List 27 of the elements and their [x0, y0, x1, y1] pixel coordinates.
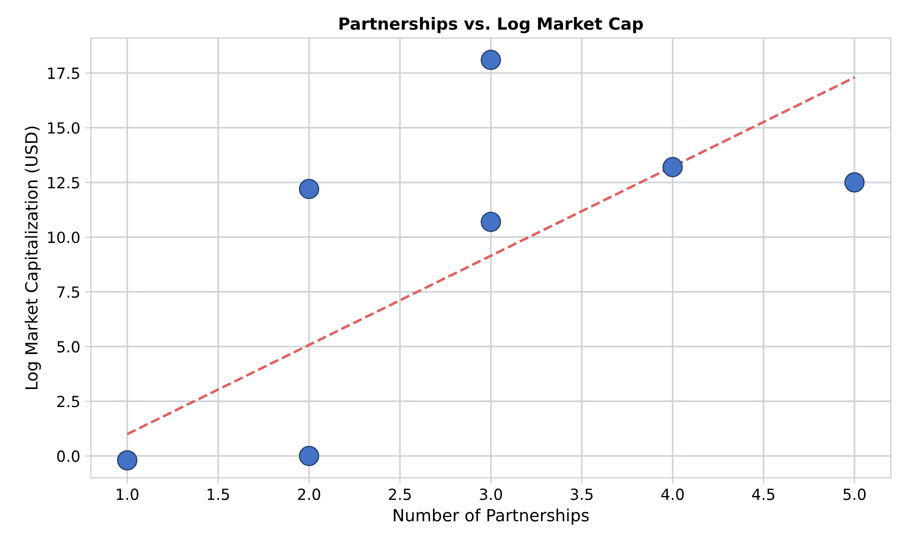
point	[480, 50, 501, 70]
x-tick-label: 4.0	[661, 488, 684, 500]
y-tick-label: 15.0	[48, 122, 80, 134]
x-tick-label: 1.5	[208, 488, 229, 500]
x-axis-title: Number of Partnerships	[394, 508, 589, 525]
x-tick-label: 3.5	[570, 488, 593, 500]
y-tick-label: 10.0	[48, 232, 80, 244]
y-axis-title: Log Market Capitalization (USD)	[24, 126, 41, 390]
x-tick-label: 1.0	[116, 488, 138, 500]
x-tick-label: 2.0	[298, 488, 320, 500]
y-tick-label: 12.5	[48, 176, 80, 188]
y-tick-label: 17.5	[48, 68, 80, 80]
y-tick-label: 5.0	[57, 341, 80, 353]
point	[662, 156, 683, 178]
x-tick-label: 4.5	[752, 488, 774, 500]
point	[844, 172, 865, 193]
x-tick-label: 3.0	[480, 488, 502, 500]
point	[298, 178, 320, 200]
point	[480, 212, 501, 232]
point	[117, 450, 138, 470]
y-tick-label: 2.5	[57, 396, 80, 408]
x-tick-label: 5.0	[843, 488, 866, 500]
point	[298, 446, 320, 466]
x-tick-label: 2.5	[388, 488, 411, 500]
y-tick-label: 0.0	[57, 450, 80, 462]
y-tick-label: 7.5	[57, 286, 80, 298]
chart-title: Partnerships vs. Log Market Cap	[340, 17, 643, 34]
